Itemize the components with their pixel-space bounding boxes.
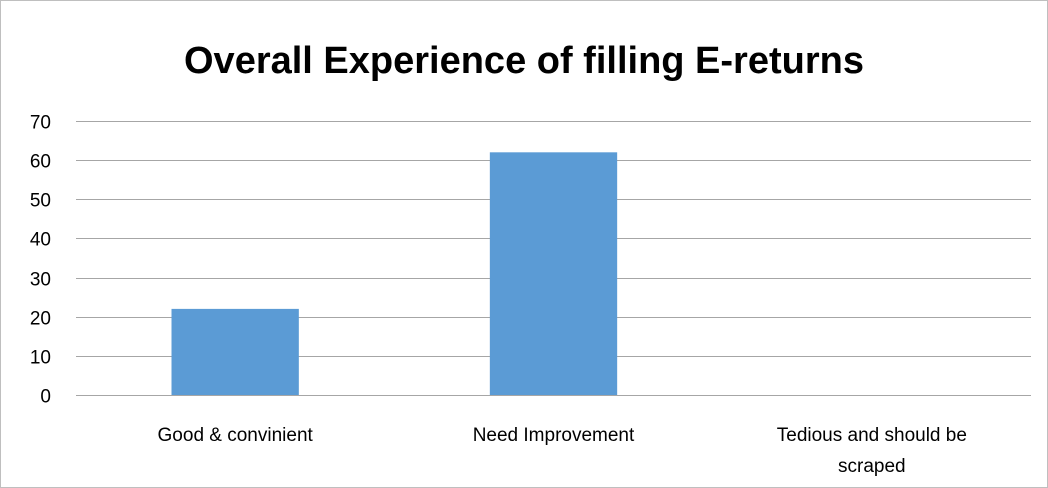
x-tick-label: Tedious and should be scraped bbox=[777, 425, 967, 477]
y-tick-label: 0 bbox=[40, 387, 51, 408]
y-tick-label: 30 bbox=[30, 270, 51, 291]
y-tick-label: 40 bbox=[30, 230, 51, 251]
y-tick-label: 10 bbox=[30, 348, 51, 369]
y-tick-label: 50 bbox=[30, 191, 51, 212]
x-axis-ticks: Good & convinient Need Improvement Tedious… bbox=[158, 425, 967, 477]
bars bbox=[171, 152, 618, 395]
bar bbox=[489, 152, 618, 395]
x-tick-label: Good & convinient bbox=[158, 425, 314, 446]
y-axis-ticks: 0 10 20 30 40 50 60 70 bbox=[30, 113, 51, 408]
bar bbox=[171, 308, 299, 395]
y-tick-label: 20 bbox=[30, 309, 51, 330]
x-tick-label: Need Improvement bbox=[473, 425, 635, 446]
chart-title: Overall Experience of filling E-returns bbox=[184, 40, 864, 82]
y-tick-label: 60 bbox=[30, 152, 51, 173]
y-tick-label: 70 bbox=[30, 113, 51, 134]
